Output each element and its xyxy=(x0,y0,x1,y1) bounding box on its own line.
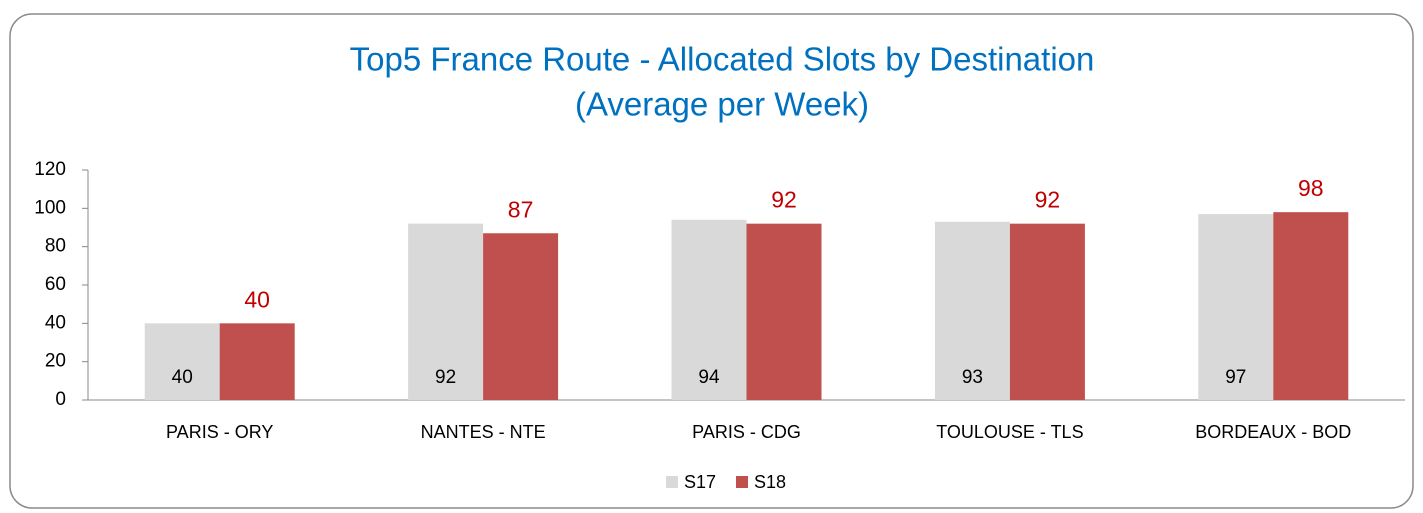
x-tick-label: BORDEAUX - BOD xyxy=(1195,422,1351,442)
bar xyxy=(1198,214,1274,400)
x-tick-label: PARIS - CDG xyxy=(692,422,801,442)
bar xyxy=(1009,223,1085,400)
x-tick-label: NANTES - NTE xyxy=(421,422,546,442)
bar xyxy=(746,223,822,400)
data-label: 92 xyxy=(1035,187,1061,213)
data-label: 98 xyxy=(1298,175,1324,201)
bar xyxy=(934,221,1010,400)
bar xyxy=(219,323,295,400)
data-label: 40 xyxy=(172,367,193,388)
data-label: 92 xyxy=(435,367,456,388)
bar xyxy=(671,219,747,400)
x-tick-label: TOULOUSE - TLS xyxy=(936,422,1083,442)
data-label: 40 xyxy=(244,286,270,312)
data-label: 93 xyxy=(962,367,983,388)
legend-swatch xyxy=(666,476,678,488)
y-tick-label: 60 xyxy=(45,274,66,295)
bar xyxy=(483,233,559,400)
y-tick-label: 40 xyxy=(45,312,66,333)
y-tick-label: 20 xyxy=(45,351,66,372)
chart-title: (Average per Week) xyxy=(575,86,869,123)
y-tick-label: 100 xyxy=(34,197,66,218)
data-label: 97 xyxy=(1225,367,1246,388)
chart-title: Top5 France Route - Allocated Slots by D… xyxy=(350,41,1095,78)
bar xyxy=(144,323,220,400)
data-label: 87 xyxy=(508,196,534,222)
legend-label: S17 xyxy=(684,472,716,492)
data-label: 92 xyxy=(771,187,797,213)
data-label: 94 xyxy=(698,367,720,388)
legend-swatch xyxy=(736,476,748,488)
y-tick-label: 120 xyxy=(34,159,66,180)
bar xyxy=(408,223,484,400)
bar xyxy=(1273,212,1349,400)
legend-label: S18 xyxy=(754,472,786,492)
x-tick-label: PARIS - ORY xyxy=(166,422,273,442)
y-tick-label: 0 xyxy=(55,389,66,410)
y-tick-label: 80 xyxy=(45,236,66,257)
